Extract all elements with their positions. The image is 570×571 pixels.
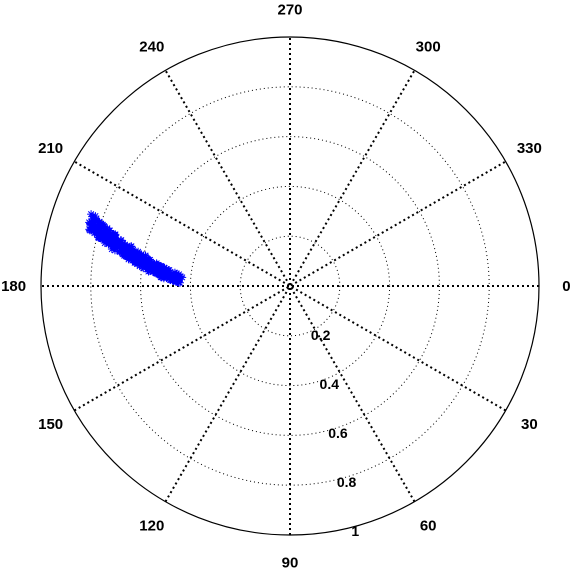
theta-tick-label: 330 (517, 140, 542, 157)
grid-circle (190, 186, 389, 385)
theta-tick-label: 30 (521, 416, 538, 433)
polar-grid (41, 37, 539, 535)
theta-tick-label: 0 (562, 278, 570, 295)
r-tick-label: 0.6 (328, 425, 348, 441)
grid-circle (141, 137, 440, 436)
r-tick-label: 1 (351, 523, 359, 539)
theta-tick-label: 180 (1, 278, 26, 295)
theta-tick-label: 270 (277, 2, 302, 19)
data-point (85, 225, 93, 233)
grid-circle (91, 87, 489, 485)
theta-tick-label: 120 (139, 517, 164, 534)
r-tick-label: 0.4 (320, 376, 340, 392)
angle-spokes (41, 37, 539, 535)
theta-tick-label: 210 (38, 140, 63, 157)
data-point (171, 272, 179, 280)
r-tick-label: 0.8 (337, 474, 357, 490)
theta-tick-label: 300 (416, 39, 441, 56)
data-points (85, 210, 186, 287)
theta-tick-label: 150 (38, 416, 63, 433)
grid-circle (240, 236, 340, 336)
r-tick-label: 0.2 (311, 327, 331, 343)
theta-tick-label: 90 (282, 554, 299, 571)
theta-tick-label: 60 (420, 517, 437, 534)
data-point (158, 269, 166, 277)
theta-tick-label: 240 (139, 39, 164, 56)
outer-circle (41, 37, 539, 535)
